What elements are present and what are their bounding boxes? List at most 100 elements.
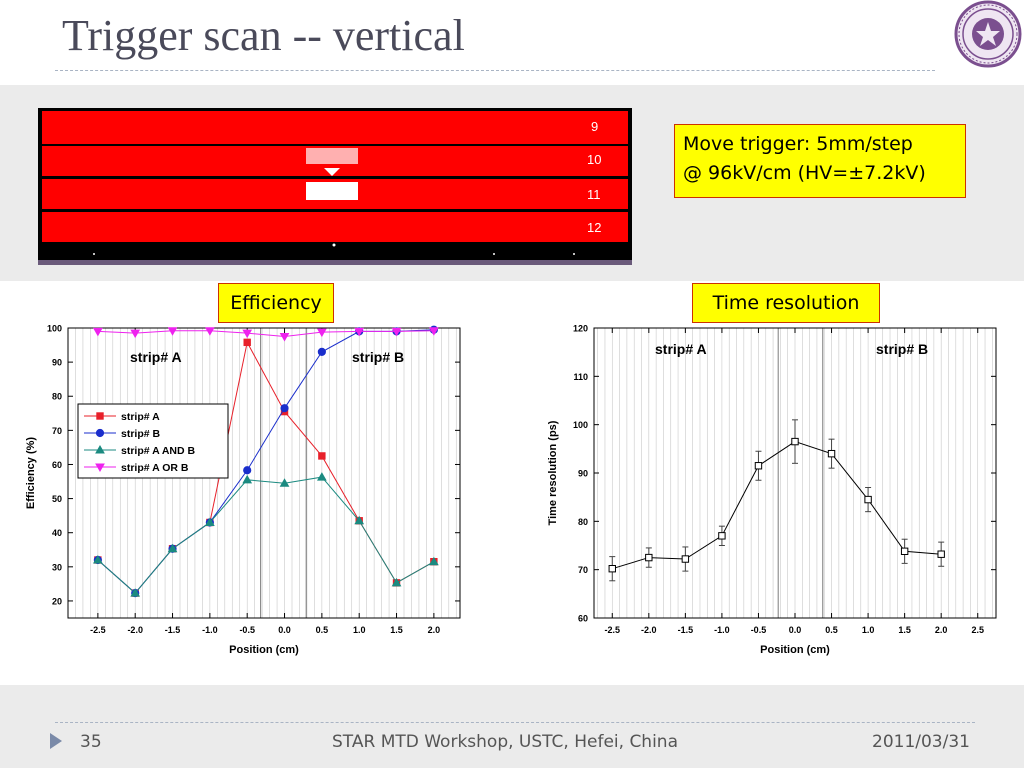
efficiency-legend-label: strip# A [121, 411, 160, 423]
efficiency-data-point [429, 556, 439, 566]
time-res-y-tick-label: 60 [578, 614, 588, 624]
efficiency-data-point [93, 327, 103, 337]
efficiency-x-tick-label: 2.0 [428, 625, 441, 635]
footer-arrow-icon [50, 733, 62, 749]
efficiency-data-point [279, 333, 290, 342]
efficiency-data-point [317, 347, 326, 356]
efficiency-x-tick-label: -2.5 [90, 625, 106, 635]
time-res-x-tick-label: 1.5 [898, 625, 911, 635]
time-res-region-label: strip# A [655, 341, 707, 357]
time-res-x-tick-label: -2.5 [605, 625, 621, 635]
efficiency-y-tick-label: 30 [52, 562, 62, 572]
time-res-data-point [864, 495, 872, 504]
time-res-y-tick-label: 90 [578, 469, 588, 479]
detector-strip-image: 9 10 11 12 [38, 108, 632, 265]
efficiency-data-point [429, 327, 439, 336]
efficiency-legend-label: strip# A OR B [121, 462, 189, 474]
efficiency-legend-marker [95, 444, 105, 454]
page-number: 35 [80, 732, 102, 752]
footer-date: 2011/03/31 [872, 732, 970, 752]
efficiency-y-axis-title: Efficiency (%) [25, 437, 37, 509]
strip-number-12: 12 [587, 220, 601, 235]
footer-divider [55, 722, 975, 723]
time-res-region-label: strip# B [876, 341, 928, 357]
time-res-data-point [791, 437, 799, 446]
time-res-data-point [754, 462, 763, 470]
strip-number-11: 11 [587, 187, 601, 202]
efficiency-series-line [97, 476, 435, 594]
efficiency-data-point [354, 327, 365, 337]
efficiency-data-point [242, 329, 253, 339]
efficiency-data-point [279, 478, 290, 487]
time-res-data-point [900, 547, 909, 555]
title-divider [55, 70, 935, 71]
time-res-x-tick-label: 1.0 [862, 625, 875, 635]
footer-band [0, 685, 1024, 768]
efficiency-data-point [280, 404, 289, 413]
efficiency-data-point [167, 543, 178, 553]
time-res-data-point [937, 550, 945, 558]
efficiency-data-point [243, 466, 252, 475]
time-res-y-tick-label: 80 [578, 517, 588, 527]
time-res-x-tick-label: -1.0 [714, 625, 730, 635]
efficiency-y-tick-label: 40 [52, 528, 62, 538]
strip-number-10: 10 [587, 152, 601, 167]
efficiency-y-tick-label: 70 [52, 426, 62, 436]
efficiency-legend-marker [95, 463, 105, 473]
time-res-x-tick-label: 0.0 [789, 625, 802, 635]
time-res-data-point [681, 555, 690, 563]
time-res-x-tick-label: -0.5 [751, 625, 767, 635]
efficiency-legend-marker [96, 412, 104, 420]
time-res-data-point [645, 553, 653, 562]
footer-event: STAR MTD Workshop, USTC, Hefei, China [332, 732, 679, 752]
efficiency-series-line [97, 330, 434, 338]
efficiency-data-point [318, 452, 326, 460]
efficiency-x-tick-label: 0.0 [278, 625, 291, 635]
time-res-y-axis-title: Time resolution (ps) [547, 420, 559, 525]
efficiency-label: Efficiency [218, 283, 334, 323]
efficiency-y-tick-label: 50 [52, 494, 62, 504]
efficiency-data-point [354, 515, 365, 525]
efficiency-x-tick-label: 1.0 [353, 625, 366, 635]
efficiency-legend-label: strip# B [121, 428, 161, 440]
time-res-x-tick-label: 2.0 [935, 625, 948, 635]
efficiency-data-point [391, 327, 402, 337]
strip-number-9: 9 [591, 119, 598, 134]
efficiency-data-point [130, 588, 141, 597]
slide-title: Trigger scan -- vertical [62, 11, 465, 60]
efficiency-x-axis-title: Position (cm) [229, 644, 299, 656]
time-res-y-tick-label: 100 [573, 420, 588, 430]
time-res-x-axis-title: Position (cm) [760, 644, 830, 656]
efficiency-data-point [243, 338, 251, 347]
efficiency-region-label: strip# A [130, 349, 182, 365]
university-seal-logo [954, 0, 1022, 68]
efficiency-x-tick-label: -2.0 [127, 625, 143, 635]
efficiency-data-point [205, 517, 215, 526]
efficiency-x-tick-label: -1.0 [202, 625, 218, 635]
time-res-y-tick-label: 70 [578, 565, 588, 575]
efficiency-x-tick-label: 0.5 [316, 625, 329, 635]
efficiency-data-point [391, 577, 402, 587]
efficiency-y-tick-label: 90 [52, 358, 62, 368]
efficiency-plot-frame [67, 327, 461, 619]
callout-line-1: Move trigger: 5mm/step [683, 133, 913, 155]
time-res-y-tick-label: 110 [573, 372, 588, 382]
time-res-x-tick-label: -1.5 [678, 625, 694, 635]
time-res-data-point [827, 449, 836, 458]
time-res-data-point [718, 532, 726, 540]
time-res-x-tick-label: 2.5 [971, 625, 984, 635]
trigger-callout: Move trigger: 5mm/step @ 96kV/cm (HV=±7.… [674, 124, 966, 198]
efficiency-data-point [130, 329, 141, 339]
efficiency-data-point [242, 474, 253, 484]
time-res-x-tick-label: -2.0 [641, 625, 657, 635]
efficiency-data-point [317, 472, 327, 481]
efficiency-y-tick-label: 80 [52, 392, 62, 402]
time-res-data-point [608, 565, 616, 573]
efficiency-data-point [317, 328, 327, 338]
efficiency-x-tick-label: 1.5 [390, 625, 403, 635]
efficiency-region-label: strip# B [352, 349, 404, 365]
efficiency-x-tick-label: -1.5 [165, 625, 181, 635]
time-res-series-line [612, 441, 942, 570]
time-res-x-tick-label: 0.5 [825, 625, 838, 635]
